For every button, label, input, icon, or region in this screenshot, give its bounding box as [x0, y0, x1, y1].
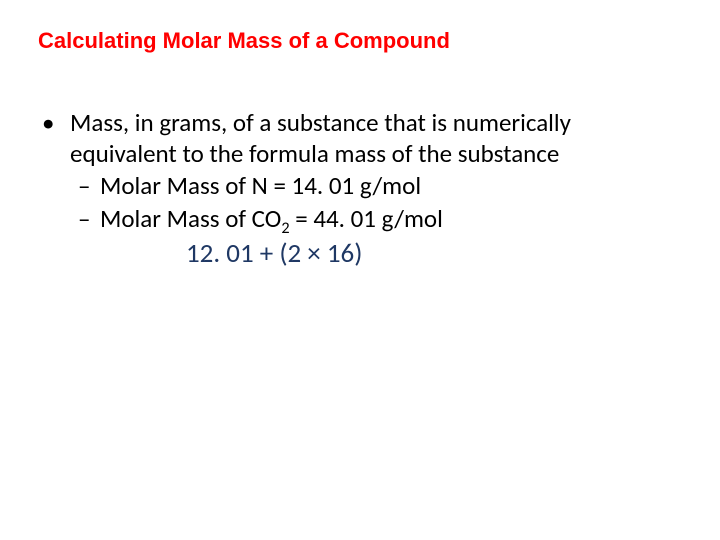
sub-bullet-1: – Molar Mass of N = 14. 01 g/mol — [38, 171, 682, 202]
sub-marker: – — [78, 171, 100, 202]
slide-title: Calculating Molar Mass of a Compound — [38, 28, 682, 54]
sub-bullet-2: – Molar Mass of CO2 = 44. 01 g/mol — [38, 204, 682, 235]
sub2-prefix: Molar Mass of CO — [100, 203, 281, 234]
indent — [38, 204, 78, 235]
indent — [38, 171, 78, 202]
sub-bullet-1-text: Molar Mass of N = 14. 01 g/mol — [100, 171, 682, 202]
bullet-main: • Mass, in grams, of a substance that is… — [38, 108, 682, 169]
sub-marker: – — [78, 204, 100, 235]
bullet-main-text: Mass, in grams, of a substance that is n… — [70, 108, 682, 169]
slide-body: • Mass, in grams, of a substance that is… — [38, 108, 682, 271]
sub2-suffix: = 44. 01 g/mol — [290, 203, 443, 234]
sub2-subscript: 2 — [281, 219, 289, 238]
slide: Calculating Molar Mass of a Compound • M… — [0, 0, 720, 540]
bullet-marker: • — [38, 108, 70, 169]
formula-line: 12. 01 + (2 × 16) — [38, 238, 682, 271]
sub-bullet-2-text: Molar Mass of CO2 = 44. 01 g/mol — [100, 204, 682, 235]
